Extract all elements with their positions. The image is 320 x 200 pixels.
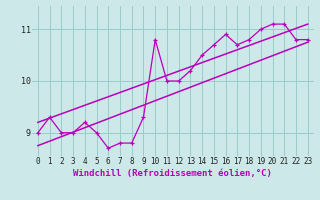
X-axis label: Windchill (Refroidissement éolien,°C): Windchill (Refroidissement éolien,°C)	[73, 169, 272, 178]
